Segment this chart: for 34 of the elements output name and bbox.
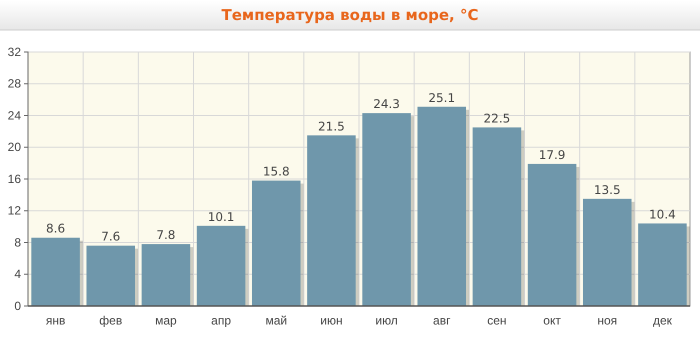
data-label: 10.4 (649, 207, 676, 222)
chart-title: Температура воды в море, °C (222, 6, 478, 24)
x-tick-label: июл (375, 314, 398, 328)
x-tick-label: фев (99, 314, 122, 328)
data-label: 13.5 (594, 182, 621, 197)
x-tick-label: мар (155, 314, 178, 328)
data-label: 10.1 (208, 210, 234, 224)
data-label: 17.9 (538, 148, 566, 162)
x-tick-label: июн (320, 314, 343, 328)
y-tick-label: 12 (8, 204, 22, 218)
y-tick-label: 4 (14, 267, 22, 282)
data-label: 22.5 (484, 111, 510, 126)
y-tick-label: 32 (8, 44, 22, 59)
x-tick-label: сен (487, 314, 507, 328)
y-tick-label: 20 (8, 140, 22, 154)
data-label: 21.5 (318, 119, 345, 134)
x-tick-label: дек (652, 314, 673, 328)
x-tick-label: янв (46, 314, 66, 328)
data-label: 7.6 (101, 230, 120, 244)
x-tick-label: май (265, 314, 288, 328)
y-tick-label: 8 (14, 235, 22, 250)
data-label: 7.8 (156, 228, 176, 242)
data-label: 15.8 (262, 164, 290, 179)
data-label: 25.1 (428, 90, 456, 105)
x-tick-label: апр (211, 314, 232, 328)
y-tick-label: 0 (14, 298, 22, 313)
y-tick-label: 24 (8, 108, 22, 122)
y-tick-label: 16 (8, 172, 22, 186)
data-label: 24.3 (373, 97, 400, 112)
x-tick-label: ноя (597, 314, 618, 328)
y-tick-label: 28 (8, 76, 22, 91)
data-label: 8.6 (46, 222, 66, 236)
x-tick-label: авг (433, 314, 452, 328)
x-tick-label: окт (543, 314, 562, 328)
